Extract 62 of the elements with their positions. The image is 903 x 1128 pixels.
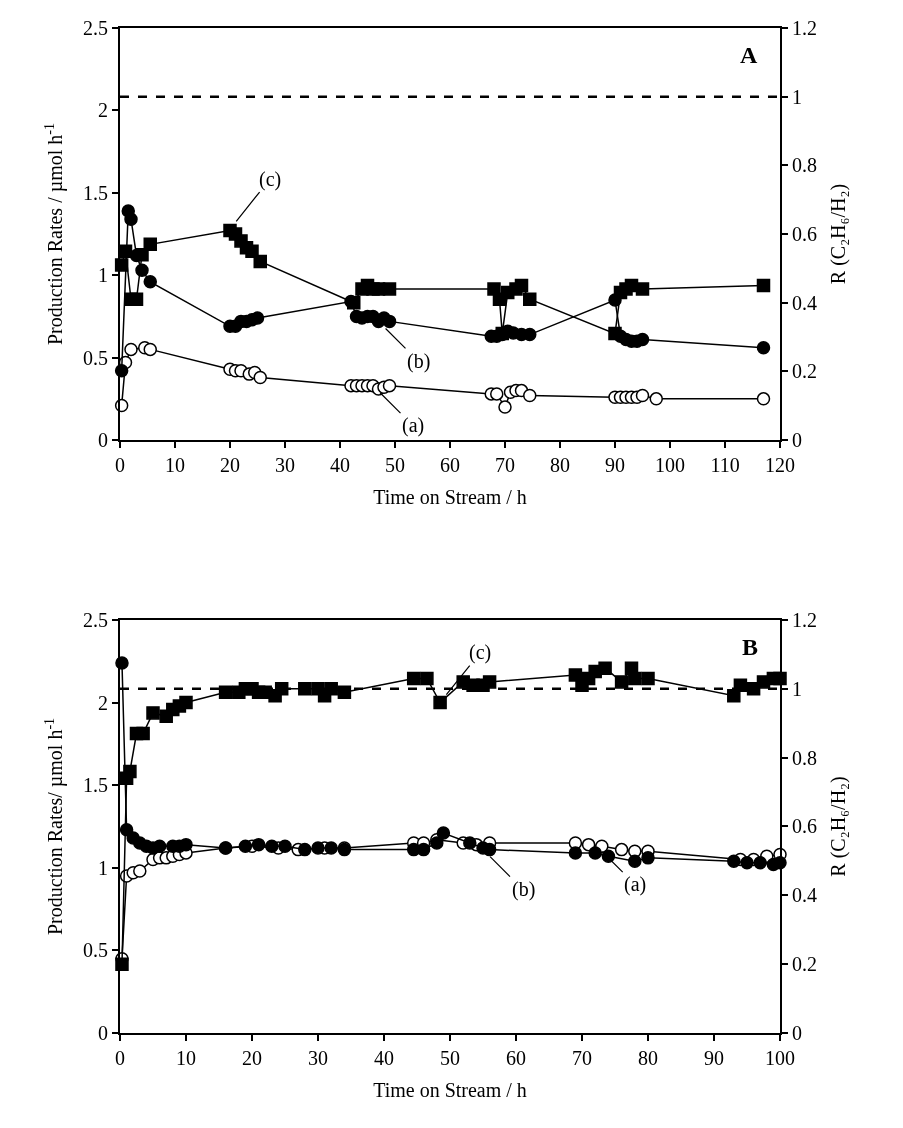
- x-tick-label: 0: [115, 1047, 125, 1069]
- annotation: (a): [624, 873, 647, 896]
- y-tick-label: 1.5: [83, 774, 108, 797]
- y-tick-label: 0: [98, 1021, 108, 1044]
- y2-tick-label: 1.2: [792, 17, 817, 39]
- y2-axis-title: R (C₂H₆/H₂): [827, 183, 850, 285]
- annotation: (a): [402, 414, 425, 437]
- annotation: (c): [259, 168, 282, 191]
- x-tick-label: 10: [176, 1047, 196, 1069]
- y-tick-label: 2.5: [83, 17, 108, 39]
- x-tick-label: 40: [330, 454, 350, 477]
- x-tick-label: 70: [572, 1047, 592, 1069]
- x-tick-label: 70: [495, 454, 515, 477]
- annotation: (b): [512, 878, 536, 901]
- y2-tick-label: 0.4: [792, 884, 817, 907]
- y2-tick-label: 0: [792, 429, 802, 452]
- x-tick-label: 110: [710, 454, 740, 477]
- y-tick-label: 2: [98, 691, 108, 714]
- y2-axis-title: R (C₂H₆/H₂): [827, 776, 850, 877]
- y2-tick-label: 0: [792, 1021, 802, 1044]
- y2-tick-label: 0.8: [792, 746, 817, 769]
- x-tick-label: 0: [115, 454, 125, 477]
- x-tick-label: 90: [704, 1047, 724, 1069]
- x-tick-label: 90: [605, 454, 625, 477]
- text: A: [740, 42, 758, 68]
- y-tick-label: 0.5: [83, 939, 108, 962]
- x-axis-title: Time on Stream / h: [373, 486, 527, 509]
- y-tick-label: 1: [98, 856, 108, 879]
- annotation: (b): [407, 350, 431, 373]
- x-tick-label: 30: [308, 1047, 328, 1069]
- y2-tick-label: 1.2: [792, 608, 817, 631]
- y-tick-label: 2: [98, 99, 108, 122]
- y2-tick-label: 1: [792, 85, 802, 108]
- x-tick-label: 60: [506, 1047, 526, 1069]
- x-tick-label: 20: [242, 1047, 262, 1069]
- y-tick-label: 1.5: [83, 181, 108, 204]
- annotation: (c): [469, 641, 492, 664]
- x-tick-label: 120: [765, 454, 795, 477]
- y2-tick-label: 0.6: [792, 223, 817, 246]
- x-tick-label: 50: [440, 1047, 460, 1069]
- x-tick-label: 20: [220, 454, 240, 477]
- text: B: [742, 634, 759, 660]
- y2-tick-label: 0.2: [792, 953, 817, 976]
- x-tick-label: 100: [765, 1047, 795, 1069]
- y2-tick-label: 1: [792, 677, 802, 700]
- y2-tick-label: 0.4: [792, 291, 817, 314]
- x-tick-label: 100: [655, 454, 685, 477]
- x-tick-label: 80: [550, 454, 570, 477]
- y-tick-label: 2.5: [83, 608, 108, 631]
- x-tick-label: 10: [165, 454, 185, 477]
- y-tick-label: 1: [98, 264, 108, 287]
- y2-tick-label: 0.2: [792, 360, 817, 383]
- y2-tick-label: 0.8: [792, 154, 817, 177]
- x-tick-label: 30: [275, 454, 295, 477]
- x-axis-title: Time on Stream / h: [373, 1079, 527, 1101]
- x-tick-label: 80: [638, 1047, 658, 1069]
- x-tick-label: 60: [440, 454, 460, 477]
- y-tick-label: 0.5: [83, 346, 108, 369]
- y-tick-label: 0: [98, 429, 108, 452]
- y2-tick-label: 0.6: [792, 815, 817, 838]
- x-tick-label: 40: [374, 1047, 394, 1069]
- x-tick-label: 50: [385, 454, 405, 477]
